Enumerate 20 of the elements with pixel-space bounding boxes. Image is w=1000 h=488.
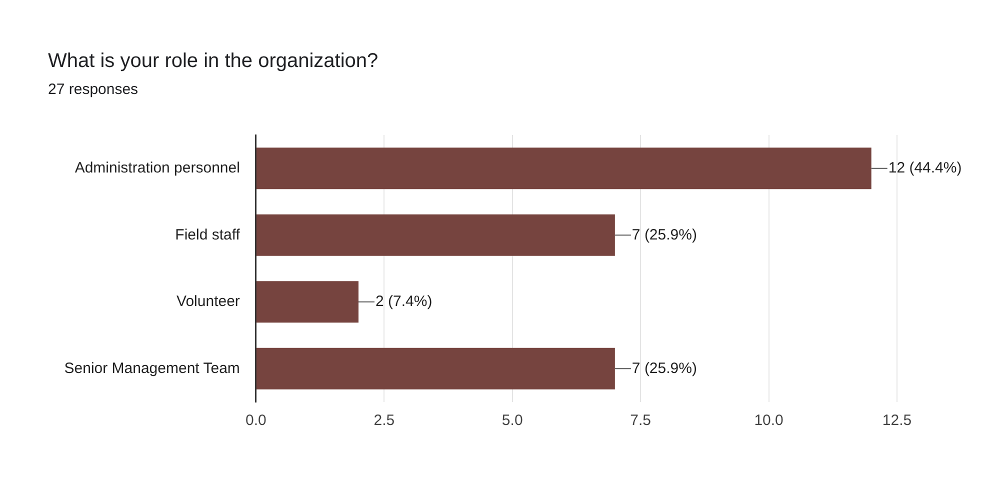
y-tick-label: Volunteer — [176, 293, 240, 310]
y-tick-label: Administration personnel — [74, 160, 240, 177]
bar — [256, 148, 872, 190]
x-tick-label: 7.5 — [630, 412, 651, 430]
data-label: 12 (44.4%) — [888, 160, 962, 177]
bar — [256, 281, 358, 323]
x-tick-label: 2.5 — [374, 412, 395, 430]
y-tick-label: Senior Management Team — [64, 360, 240, 377]
data-label: 2 (7.4%) — [376, 293, 432, 310]
chart-title: What is your role in the organization? — [47, 49, 380, 73]
x-tick-label: 0.0 — [246, 412, 266, 430]
data-label: 7 (25.9%) — [632, 226, 697, 244]
x-tick-label: 10.0 — [754, 412, 784, 430]
y-tick-label: Field staff — [175, 226, 241, 244]
bar — [256, 214, 615, 256]
x-tick-label: 5.0 — [502, 412, 523, 430]
bar — [256, 348, 615, 390]
data-label: 7 (25.9%) — [632, 360, 697, 377]
text: 27 responses — [47, 80, 140, 98]
x-tick-label: 12.5 — [882, 412, 912, 430]
